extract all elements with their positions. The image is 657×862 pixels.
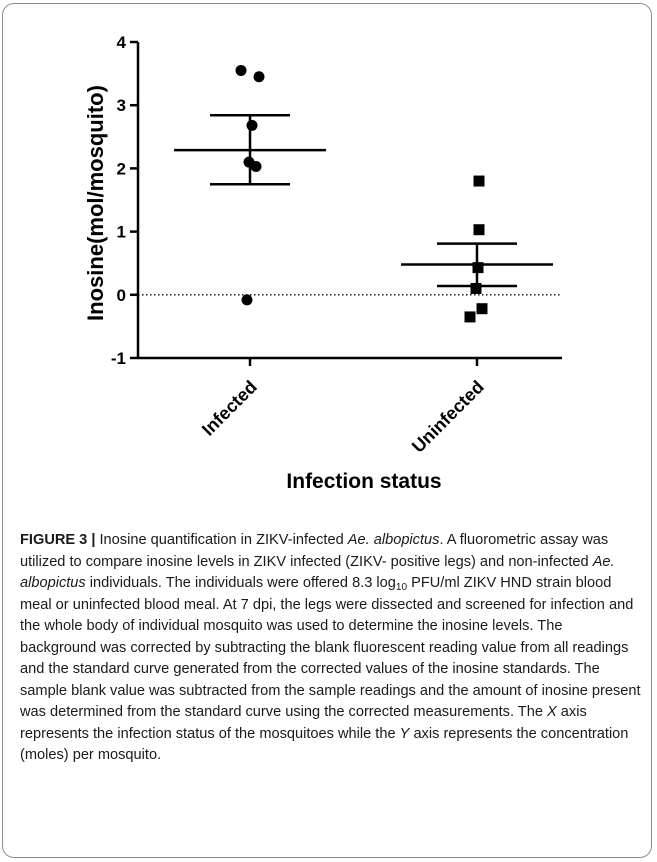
figure-caption: FIGURE 3 | Inosine quantification in ZIK… xyxy=(20,530,642,767)
data-point-circle xyxy=(253,71,265,83)
y-tick-label: 1 xyxy=(117,223,126,242)
data-point-square xyxy=(476,303,488,315)
caption-text-6: axis represents the concentration (moles… xyxy=(20,725,629,764)
data-point-square xyxy=(464,311,476,323)
x-axis xyxy=(138,356,562,366)
data-point-square xyxy=(473,224,485,236)
y-axis-label: Inosine(mol/mosquito) xyxy=(83,85,108,321)
data-point-circle xyxy=(246,119,258,131)
data-point-circle xyxy=(235,64,247,76)
caption-text-4: PFU/ml ZIKV HND strain blood meal or uni… xyxy=(20,575,641,720)
y-tick-label: 2 xyxy=(117,159,126,178)
category-labels: Infected Uninfected xyxy=(198,377,488,457)
mean-sem-bars xyxy=(174,114,553,288)
caption-label: FIGURE 3 | xyxy=(20,532,96,548)
y-tick-label: 3 xyxy=(117,96,126,115)
caption-text-2: . A fluorometric assay was utilized to c… xyxy=(20,532,609,570)
scatter-chart: Inosine(mol/mosquito) -1 0 1 2 3 4 Infected Un… xyxy=(83,33,562,493)
y-tick-label: -1 xyxy=(111,349,126,368)
caption-y-axis-ref: Y xyxy=(399,725,410,742)
y-tick-label: 0 xyxy=(117,286,126,305)
data-point-circle xyxy=(241,294,253,306)
caption-species-1: Ae. albopictus xyxy=(347,532,440,548)
caption-text-3: individuals. The individuals were offere… xyxy=(85,575,396,591)
data-point-square xyxy=(473,175,485,187)
caption-log-subscript: 10 xyxy=(395,582,408,593)
y-axis: -1 0 1 2 3 4 xyxy=(111,33,140,368)
caption-x-axis-ref: X xyxy=(547,704,557,720)
data-points xyxy=(235,64,488,323)
caption-species-2: Ae. albopictus xyxy=(20,553,615,592)
category-label: Infected xyxy=(198,377,261,440)
category-label: Uninfected xyxy=(408,377,488,457)
y-tick-label: 4 xyxy=(117,33,127,52)
figure-frame xyxy=(2,3,652,858)
data-point-circle xyxy=(250,161,262,173)
caption-text-1: Inosine quantification in ZIKV-infected xyxy=(95,532,348,548)
caption-text-5: axis represents the infection status of … xyxy=(20,704,587,742)
data-point-square xyxy=(470,282,482,294)
x-axis-label: Infection status xyxy=(286,470,441,493)
